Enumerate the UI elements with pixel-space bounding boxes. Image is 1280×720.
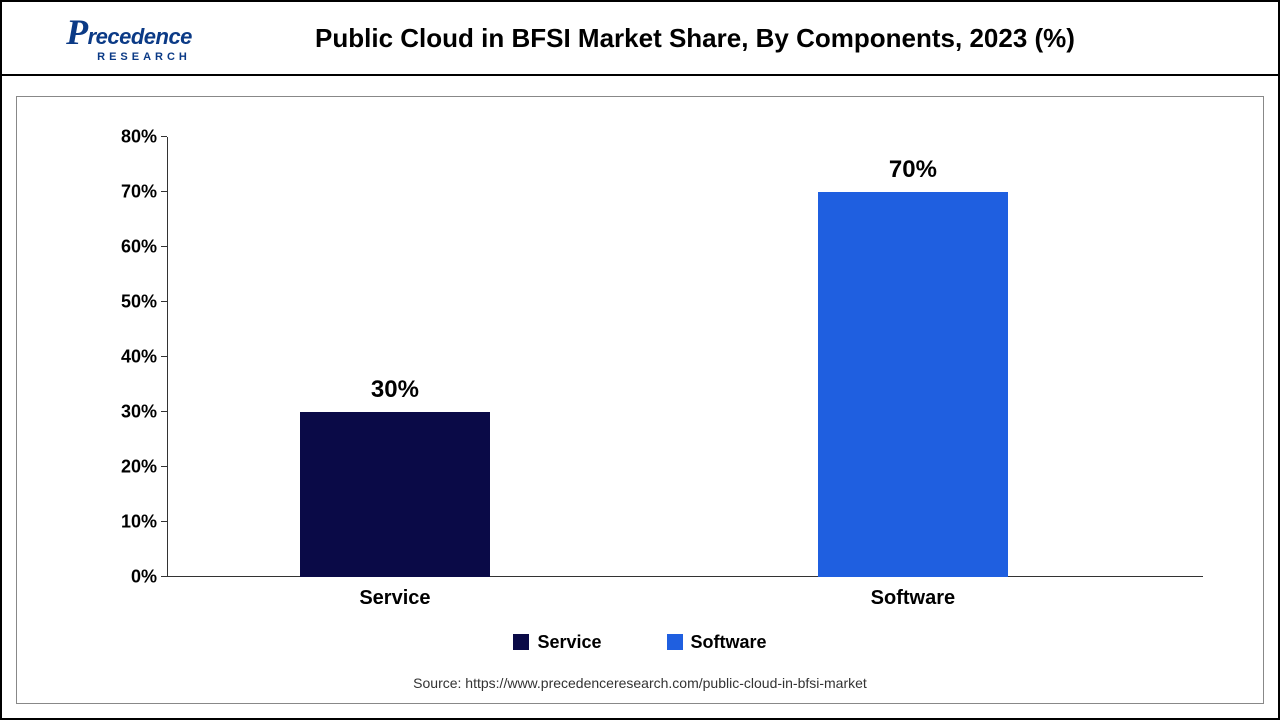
y-tick-mark (161, 411, 167, 412)
y-tick-mark (161, 576, 167, 577)
y-tick-mark (161, 521, 167, 522)
logo-subtext: RESEARCH (97, 52, 191, 63)
legend-item-service: Service (513, 632, 601, 653)
bar-software (818, 192, 1008, 577)
y-axis (167, 137, 168, 577)
legend-item-software: Software (667, 632, 767, 653)
legend-label-software: Software (691, 632, 767, 653)
category-label: Software (871, 587, 955, 610)
y-tick-label: 50% (97, 292, 157, 313)
y-tick-mark (161, 301, 167, 302)
chart-container: Precedence RESEARCH Public Cloud in BFSI… (0, 0, 1280, 720)
category-label: Service (359, 587, 430, 610)
y-tick-label: 0% (97, 567, 157, 588)
legend-swatch-software (667, 634, 683, 650)
y-tick-label: 30% (97, 402, 157, 423)
legend-swatch-service (513, 634, 529, 650)
bar-value-label: 70% (833, 156, 993, 184)
logo-letter: P (66, 14, 88, 50)
y-tick-label: 10% (97, 512, 157, 533)
plot-area: 0%10%20%30%40%50%60%70%80%30%Service70%S… (167, 137, 1203, 577)
y-tick-label: 80% (97, 127, 157, 148)
brand-logo: Precedence RESEARCH (14, 14, 244, 63)
logo-word: recedence (88, 26, 192, 48)
y-tick-mark (161, 356, 167, 357)
bar-value-label: 30% (315, 376, 475, 404)
y-tick-label: 70% (97, 182, 157, 203)
y-tick-mark (161, 191, 167, 192)
source-text: Source: https://www.precedenceresearch.c… (17, 675, 1263, 691)
y-tick-mark (161, 466, 167, 467)
y-tick-label: 40% (97, 347, 157, 368)
chart-title: Public Cloud in BFSI Market Share, By Co… (244, 23, 1266, 54)
y-tick-mark (161, 246, 167, 247)
legend: Service Software (17, 632, 1263, 656)
header-row: Precedence RESEARCH Public Cloud in BFSI… (2, 2, 1278, 76)
y-tick-mark (161, 136, 167, 137)
chart-frame: 0% 10% 20% 30% 40% 50% 60% 70% 80% 30% Service 70% S… (16, 96, 1264, 704)
legend-label-service: Service (537, 632, 601, 653)
bar-service (300, 412, 490, 577)
y-tick-label: 20% (97, 457, 157, 478)
y-tick-label: 60% (97, 237, 157, 258)
